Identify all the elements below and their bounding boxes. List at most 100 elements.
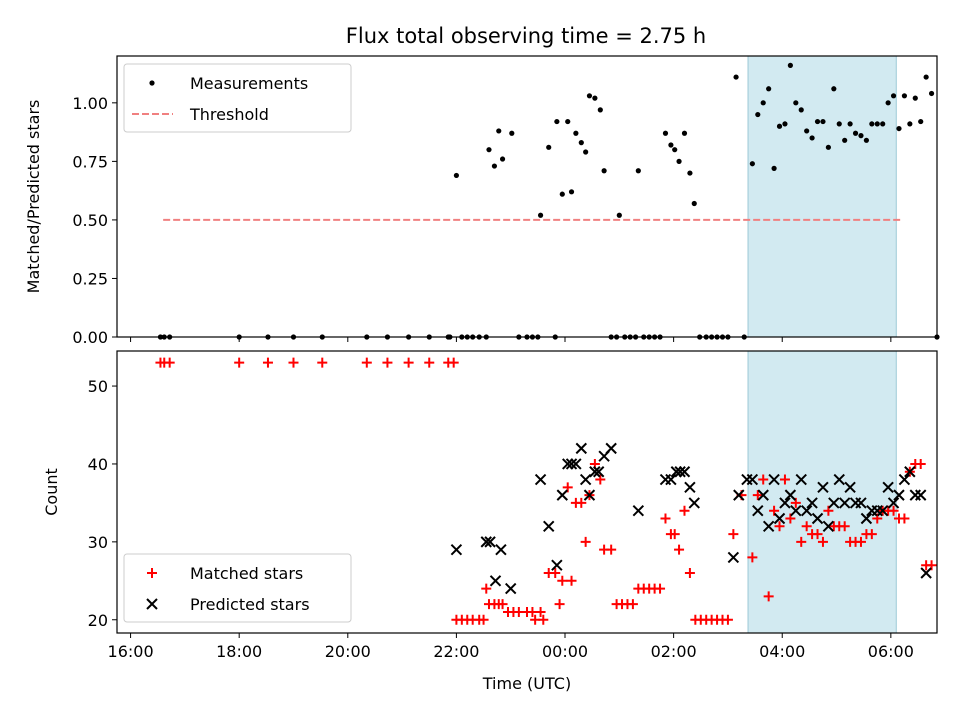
data-point [601,168,607,174]
data-point-predicted [920,567,932,579]
data-point-predicted [575,442,588,455]
bottom-panel: 16:00 18:00 20:00 22:00 00:00 02:00 04:00 06:00… [42,350,938,693]
data-point [499,156,506,162]
axes-frame [116,350,938,634]
series-predicted-stars [450,442,932,595]
data-point-predicted [674,466,686,478]
data-point-matched [855,536,866,547]
data-point [597,107,603,113]
data-point [831,86,837,92]
data-point-predicted [583,489,596,501]
data-point-predicted [844,481,856,494]
data-point-matched [554,599,565,610]
data-point-matched [669,529,680,540]
data-point-matched [752,490,763,501]
data-point-predicted [670,466,683,478]
data-point-matched [317,357,328,368]
data-point-matched [606,544,617,555]
data-point [923,74,929,80]
data-point-predicted [665,473,677,486]
data-point [760,100,766,106]
data-point-predicted [784,489,797,501]
data-point [771,165,777,171]
y-tick-label: 0.00 [72,328,108,347]
data-point [912,95,918,101]
data-point [820,118,826,125]
data-point-predicted [876,504,889,517]
data-point [616,212,622,218]
data-point-predicted [762,520,775,532]
data-point-predicted [489,575,502,587]
y-tick-label: 0.50 [72,211,108,230]
legend-label: Measurements [190,74,308,93]
data-point-matched [888,505,899,516]
data-point-predicted [833,473,845,486]
x-tick-label: 22:00 [433,642,479,661]
data-point [554,118,560,125]
data-point-predicted [565,458,578,470]
data-point-predicted [893,489,905,501]
data-point-predicted [817,481,829,494]
data-point [782,121,788,127]
data-point [901,93,908,99]
data-point [453,172,460,179]
x-tick-label: 16:00 [108,642,154,661]
data-point-matched [557,575,568,586]
data-point [573,130,579,136]
data-point-matched [497,599,508,610]
data-point-predicted [779,497,791,509]
data-point-predicted [855,497,867,509]
data-point-matched [915,458,926,469]
data-point-matched [478,614,489,625]
legend-box [123,553,352,623]
data-point [676,158,682,164]
y-tick-label: 1.00 [72,94,108,113]
data-point-matched [234,357,245,368]
data-point-matched [288,357,299,368]
data-point [537,212,544,218]
legend-marker-predicted [146,598,158,610]
data-point-predicted [543,520,555,532]
data-point-matched [774,521,785,532]
data-point-matched [758,474,769,485]
data-point-matched [899,513,910,524]
data-point [583,149,589,155]
y-axis-label: Matched/Predicted stars [24,100,43,294]
data-point-predicted [773,512,786,525]
y-tick-label: 0.25 [72,269,108,288]
data-point-predicted [579,473,592,486]
x-tick-label: 02:00 [651,642,697,661]
data-point-predicted [768,473,780,486]
legend-label: Predicted stars [190,595,310,614]
data-point [491,163,498,169]
data-point-matched [481,583,492,594]
data-point [578,140,584,146]
legend-box [123,63,352,133]
data-point [565,118,571,125]
data-point [852,130,859,136]
data-point [842,137,848,143]
x-tick-label: 20:00 [325,642,371,661]
data-point-matched [576,497,587,508]
data-point-predicted [904,466,916,478]
data-point-matched [728,529,739,540]
data-point-predicted [484,536,496,548]
data-point-matched [580,536,591,547]
data-point [814,118,821,125]
data-point-matched [424,357,435,368]
x-tick-label: 00:00 [542,642,588,661]
shaded-span [748,351,897,633]
legend: Matched stars Predicted stars [123,553,352,623]
top-panel: 0.00 0.25 0.50 0.75 1.00 Matched/Predicted st… [24,55,940,347]
legend-label: Threshold [189,105,269,124]
data-point [546,144,552,150]
data-point-matched [448,357,459,368]
data-point [863,137,870,143]
data-point-matched [538,614,549,625]
data-point-matched [817,536,828,547]
data-point-matched [535,606,546,617]
data-point [681,130,688,136]
legend-marker-matched [147,568,157,578]
data-point-predicted [915,489,927,501]
